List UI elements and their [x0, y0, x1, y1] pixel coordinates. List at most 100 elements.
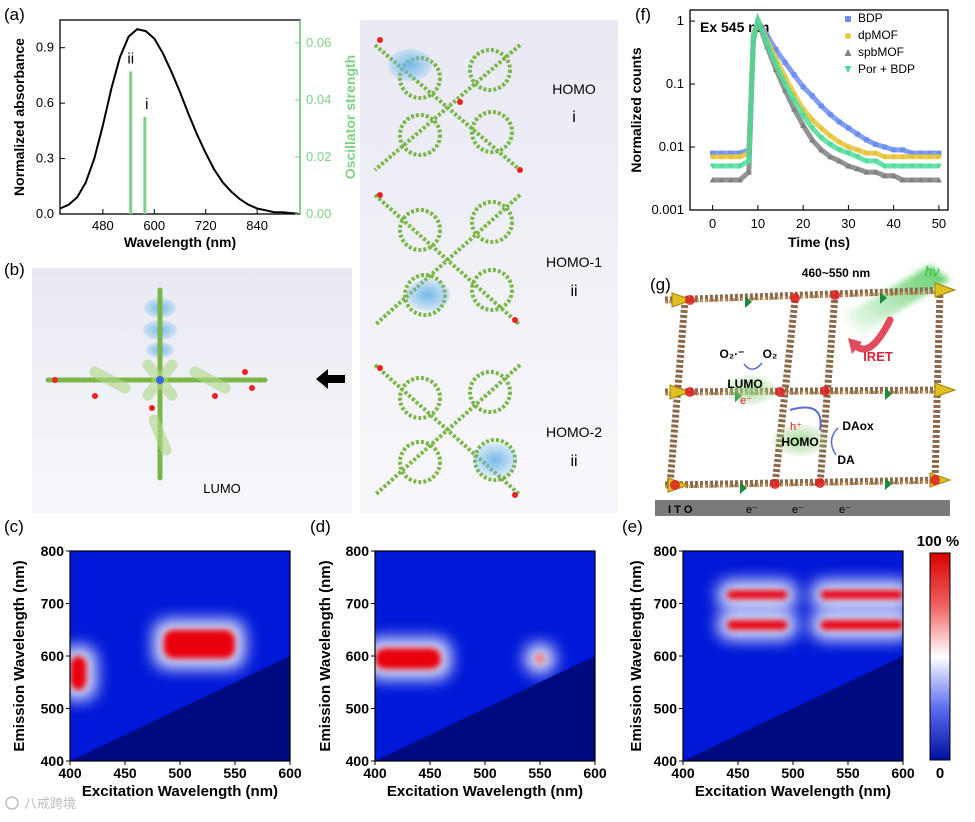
- data-point: [935, 163, 942, 169]
- data-point: [809, 125, 816, 132]
- data-point: [718, 176, 725, 183]
- band-core: [70, 656, 87, 691]
- x-tick-label-e: 550: [836, 765, 860, 781]
- electron-transfer-label: e⁻: [792, 504, 804, 516]
- data-point: [728, 150, 734, 156]
- legend-label: BDP: [858, 11, 883, 25]
- da-ox-label: DAox: [842, 419, 874, 433]
- x-tick-label-c: 500: [168, 765, 192, 781]
- y-axis-label-c: Emission Wavelength (nm): [11, 560, 28, 751]
- heatmap-band: [810, 580, 903, 610]
- x-tick-label-a: 840: [246, 218, 268, 233]
- data-point: [918, 154, 924, 160]
- heatmap-band: [524, 643, 556, 674]
- light-wavelength-label: 460~550 nm: [802, 266, 870, 280]
- data-point: [881, 163, 888, 169]
- data-point: [863, 169, 870, 175]
- superoxide-label: O₂·⁻: [720, 347, 745, 361]
- data-point: [882, 144, 888, 150]
- data-point: [791, 106, 798, 112]
- x-tick-label-d: 600: [583, 765, 607, 781]
- chart-title-f: Ex 545 nm: [700, 19, 769, 35]
- iret-arrowhead: [848, 338, 862, 354]
- data-point: [882, 154, 888, 160]
- data-point: [737, 150, 743, 156]
- homo-index: i: [572, 109, 576, 126]
- data-point: [926, 163, 933, 169]
- data-point: [791, 97, 798, 104]
- absorbance-line: [59, 28, 301, 215]
- electron-label: e⁻: [740, 395, 752, 407]
- y-tick-label-d: 600: [346, 648, 370, 664]
- panel-label-g: (g): [650, 275, 671, 294]
- x-tick-label-e: 450: [726, 765, 750, 781]
- left-arrow-icon: [316, 369, 345, 389]
- x-tick-label-f: 0: [709, 216, 716, 231]
- panel-f: (f) Ex 545 nm Time (ns) Normalized count…: [628, 5, 949, 250]
- data-point: [872, 158, 879, 164]
- y2-tick-label-a: 0.02: [306, 149, 331, 164]
- data-point: [809, 136, 816, 143]
- electron-transfer-label: e⁻: [746, 504, 758, 516]
- homo1-density-lobe: [406, 279, 450, 311]
- homo2-label: HOMO-2: [546, 424, 602, 440]
- data-point: [809, 117, 815, 123]
- x-axis-label-c: Excitation Wavelength (nm): [82, 783, 278, 800]
- x-tick-label-f: 30: [841, 216, 855, 231]
- data-point: [918, 150, 924, 156]
- x-tick-label-c: 550: [223, 765, 247, 781]
- homo1-label: HOMO-1: [546, 254, 602, 270]
- panel-label-d: (d): [310, 517, 331, 536]
- data-point: [827, 133, 833, 139]
- excitation-emission-map-e: 400 450 500 550 600 400 500 600 700 800: [654, 543, 915, 781]
- data-point: [718, 163, 725, 169]
- hole-label: h⁺: [790, 421, 802, 433]
- data-point: [782, 81, 789, 88]
- data-point: [818, 146, 825, 153]
- colorbar-min-label: 0: [936, 765, 944, 782]
- panel-e: (e) 400 450 500 550 600 400 500 600 700 800 Excit…: [622, 517, 915, 800]
- data-point: [927, 154, 933, 160]
- data-point: [900, 147, 906, 153]
- y-tick-label-f: 0.001: [651, 202, 684, 217]
- oscillator-bar-label: ii: [127, 50, 134, 67]
- data-point: [899, 176, 906, 183]
- band-core: [820, 590, 903, 600]
- x-tick-label-f: 50: [932, 216, 946, 231]
- data-point: [763, 40, 770, 46]
- legend-label: dpMOF: [858, 28, 898, 42]
- colorbar-max-label: 100 %: [917, 533, 960, 550]
- heatmap-field: [70, 551, 290, 761]
- y-tick-label-e: 500: [654, 701, 678, 717]
- x-tick-label-c: 400: [58, 765, 82, 781]
- y-axis-label-d: Emission Wavelength (nm): [317, 560, 334, 751]
- panel-label-b: (b): [4, 260, 25, 279]
- y-tick-label-d: 800: [346, 543, 370, 559]
- data-point: [754, 18, 761, 25]
- band-core: [727, 620, 788, 630]
- heatmap-band: [375, 638, 451, 680]
- watermark-text: 八戒跨境: [24, 796, 76, 811]
- homo-state-label: HOMO: [781, 435, 818, 449]
- data-point: [737, 154, 743, 160]
- decay-chart: Ex 545 nm Time (ns) Normalized counts 0 1…: [628, 9, 949, 250]
- data-point: [909, 150, 915, 156]
- legend-marker: [845, 33, 851, 39]
- data-point: [818, 125, 824, 131]
- data-point: [836, 119, 842, 125]
- legend: BDP dpMOF spbMOF Por + BDP: [844, 11, 915, 76]
- legend-marker: [844, 66, 852, 73]
- y-tick-label-d: 700: [346, 596, 370, 612]
- y-axis-label-f: Normalized counts: [628, 47, 644, 172]
- panel-label-e: (e): [622, 517, 643, 536]
- oxidation-arrow: [830, 427, 839, 456]
- y-tick-label-c: 400: [41, 753, 65, 769]
- homo1-structure: [373, 192, 522, 327]
- oxygen-atom: [249, 385, 255, 391]
- y-tick-label-f: 1: [677, 13, 684, 28]
- panel-label-a: (a): [4, 5, 25, 24]
- lumo-panel-bg: [32, 268, 352, 513]
- homo-state: [772, 424, 828, 456]
- mof-lattice: [664, 282, 957, 494]
- band-core: [727, 590, 788, 600]
